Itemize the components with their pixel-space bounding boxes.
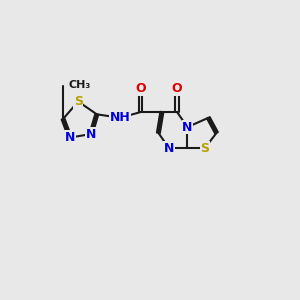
Text: O: O [136,82,146,95]
Text: N: N [164,142,174,154]
Text: O: O [172,82,182,95]
Text: CH₃: CH₃ [68,80,90,90]
Text: S: S [74,95,83,108]
Text: N: N [65,131,75,144]
Text: NH: NH [110,111,130,124]
Text: N: N [86,128,96,141]
Text: N: N [182,121,193,134]
Text: S: S [200,142,209,154]
